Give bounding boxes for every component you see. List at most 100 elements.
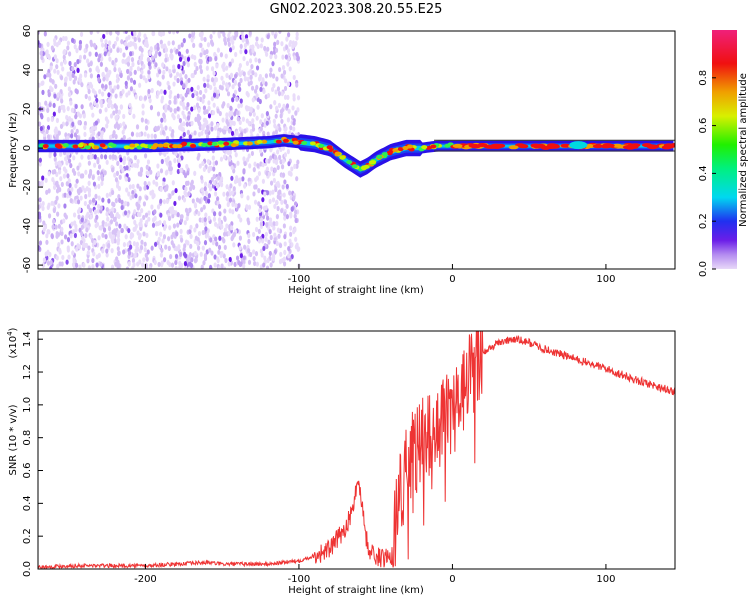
spectrogram-noise-cell xyxy=(147,61,151,67)
spectrogram-noise-cell xyxy=(259,43,263,49)
spectrogram-noise-cell xyxy=(138,232,142,239)
spectrogram-noise-cell xyxy=(57,130,61,136)
spectrogram-peak-cell xyxy=(495,143,506,148)
spectrogram-noise-cell xyxy=(255,84,259,90)
spectrogram-noise-cell xyxy=(40,54,44,61)
spectrogram-noise-cell xyxy=(65,121,69,127)
spectrogram-noise-cell xyxy=(92,181,97,187)
spectrogram-noise-cell xyxy=(119,164,123,170)
spectrogram-y-label: Frequency (Hz) xyxy=(8,112,19,188)
spectrogram-noise-cell xyxy=(53,151,57,158)
spectrogram-noise-cell xyxy=(122,241,127,248)
spectrogram-peak-cell xyxy=(172,144,179,149)
spectrogram-noise-cell xyxy=(255,175,259,181)
spectrogram-noise-cell xyxy=(226,37,230,43)
spectrogram-noise-cell xyxy=(124,41,128,47)
spectrogram-noise-cell xyxy=(280,199,284,205)
spectrogram-peak-cell xyxy=(123,145,130,150)
spectrogram-noise-cell xyxy=(278,126,282,133)
spectrogram-noise-cell xyxy=(294,209,298,215)
spectrogram-noise-cell xyxy=(273,167,277,173)
spectrogram-noise-cell xyxy=(202,94,206,100)
spectrogram-noise-cell xyxy=(182,131,186,138)
spectrogram-noise-cell xyxy=(173,95,177,101)
spectrogram-noise-cell xyxy=(94,193,98,200)
spectrogram-noise-cell xyxy=(200,35,204,42)
spectrogram-noise-cell xyxy=(127,176,131,183)
spectrogram-noise-cell xyxy=(173,158,177,164)
spectrogram-noise-cell xyxy=(251,70,255,76)
spectrogram-noise-cell xyxy=(139,222,143,228)
spectrogram-noise-cell xyxy=(285,214,289,220)
spectrogram-noise-cell xyxy=(281,145,286,151)
spectrogram-noise-cell xyxy=(228,161,232,167)
spectrogram-noise-cell xyxy=(95,65,99,71)
spectrogram-noise-cell xyxy=(76,67,80,73)
spectrogram-noise-cell xyxy=(180,214,184,220)
spectrogram-noise-cell xyxy=(248,163,252,169)
spectrogram-noise-cell xyxy=(289,231,293,237)
spectrogram-noise-cell xyxy=(131,183,135,190)
spectrogram-noise-cell xyxy=(108,84,113,90)
spectrogram-noise-cell xyxy=(116,237,121,243)
spectrogram-noise-cell xyxy=(122,52,126,58)
spectrogram-noise-cell xyxy=(103,47,107,53)
spectrogram-noise-cell xyxy=(266,46,270,52)
spectrogram-noise-cell xyxy=(108,56,112,62)
spectrogram-noise-cell xyxy=(189,186,193,192)
spectrogram-noise-cell xyxy=(283,152,288,158)
spectrogram-peak-cell xyxy=(532,144,543,149)
spectrogram-peak-cell xyxy=(129,143,136,148)
spectrogram-noise-cell xyxy=(114,221,119,227)
spectrogram-noise-cell xyxy=(41,89,45,95)
spectrogram-noise-cell xyxy=(87,180,91,186)
spectrogram-peak-cell xyxy=(452,143,463,148)
spectrogram-noise-cell xyxy=(268,250,272,257)
spectrogram-noise-cell xyxy=(189,262,194,269)
spectrogram-x-tick-label: 100 xyxy=(596,274,615,285)
spectrogram-noise-cell xyxy=(142,75,146,81)
spectrogram-noise-cell xyxy=(77,214,81,220)
spectrogram-noise-cell xyxy=(292,93,296,99)
spectrogram-noise-cell xyxy=(192,42,196,49)
spectrogram-noise-cell xyxy=(215,63,219,69)
spectrogram-noise-cell xyxy=(143,153,148,159)
spectrogram-noise-cell xyxy=(142,63,146,70)
spectrogram-noise-cell xyxy=(198,198,202,204)
spectrogram-noise-cell xyxy=(188,207,192,213)
spectrogram-noise-cell xyxy=(268,171,272,177)
spectrogram-noise-cell xyxy=(164,244,168,250)
spectrogram-noise-cell xyxy=(121,89,125,95)
spectrogram-noise-cell xyxy=(209,237,213,243)
spectrogram-noise-cell xyxy=(172,31,176,35)
spectrogram-noise-cell xyxy=(55,231,59,237)
spectrogram-noise-cell xyxy=(200,31,204,37)
spectrogram-noise-cell xyxy=(282,256,286,262)
spectrogram-noise-cell xyxy=(254,57,258,63)
spectrogram-noise-cell xyxy=(164,107,168,113)
snr-y-tick-label: 1.2 xyxy=(22,364,33,380)
spectrogram-noise-cell xyxy=(108,80,112,86)
spectrogram-noise-cell xyxy=(145,164,149,170)
spectrogram-noise-cell xyxy=(147,181,151,187)
spectrogram-noise-cell xyxy=(162,113,166,120)
spectrogram-noise-cell xyxy=(185,48,189,54)
spectrogram-noise-cell xyxy=(71,250,75,256)
spectrogram-noise-cell xyxy=(80,230,84,237)
spectrogram-noise-cell xyxy=(167,84,171,91)
spectrogram-noise-cell xyxy=(243,183,247,189)
spectrogram-noise-cell xyxy=(138,195,142,201)
spectrogram-noise-cell xyxy=(176,106,180,112)
spectrogram-noise-cell xyxy=(117,250,121,257)
spectrogram-noise-cell xyxy=(75,178,79,184)
spectrogram-noise-cell xyxy=(107,44,111,51)
spectrogram-noise-cell xyxy=(179,262,184,269)
spectrogram-noise-cell xyxy=(111,60,115,66)
spectrogram-noise-cell xyxy=(257,170,262,177)
spectrogram-noise-cell xyxy=(102,33,106,40)
spectrogram-noise-cell xyxy=(52,102,56,109)
spectrogram-noise-cell xyxy=(92,42,97,48)
spectrogram-noise-cell xyxy=(278,66,282,73)
spectrogram-noise-cell xyxy=(270,166,274,172)
spectrogram-noise-cell xyxy=(119,104,124,110)
